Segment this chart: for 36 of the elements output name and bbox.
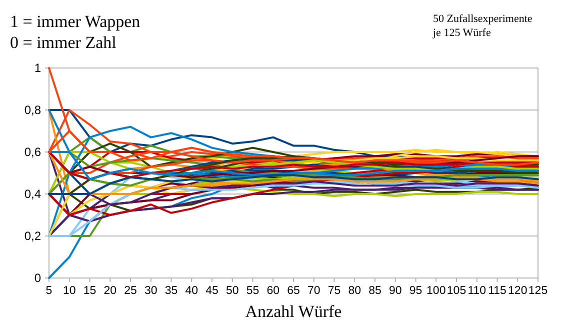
x-tick-label: 20 [104,285,117,297]
x-tick-label: 15 [83,285,96,297]
x-tick-label: 90 [388,285,402,297]
x-tick-label: 125 [528,285,548,297]
x-tick-label: 75 [328,285,341,297]
y-tick-label: 1 [34,61,42,76]
x-tick-label: 70 [307,285,320,297]
x-tick-label: 5 [46,285,52,297]
x-tick-label: 95 [409,285,422,297]
x-tick-label: 35 [164,285,178,297]
x-tick-label: 115 [488,285,506,297]
y-tick-label: 0,4 [24,187,42,202]
x-tick-label: 50 [226,285,239,297]
text: 0 = immer Zahl [10,33,117,52]
y-tick-label: 0 [34,271,42,286]
text: 50 Zufallsexperimente [433,13,532,25]
x-tick-label: 65 [287,285,300,297]
x-tick-label: 60 [266,285,280,297]
x-tick-label: 80 [348,285,362,297]
x-axis-title: Anzahl Würfe [245,302,342,321]
x-tick-label: 25 [124,285,137,297]
x-tick-label: 85 [368,285,382,297]
x-tick-label: 120 [508,285,528,297]
text: 1 = immer Wappen [10,12,141,31]
x-tick-label: 100 [426,285,446,297]
y-tick-label: 0,8 [24,103,42,118]
text: je 125 Würfe [432,27,491,39]
x-tick-label: 30 [144,285,158,297]
x-tick-label: 105 [446,285,466,297]
y-tick-label: 0,6 [24,145,42,160]
x-tick-label: 110 [468,285,486,297]
x-tick-label: 40 [185,285,198,297]
x-tick-label: 10 [62,285,76,297]
y-tick-label: 0,2 [24,229,42,244]
x-tick-label: 55 [246,285,260,297]
x-tick-label: 45 [206,285,218,297]
